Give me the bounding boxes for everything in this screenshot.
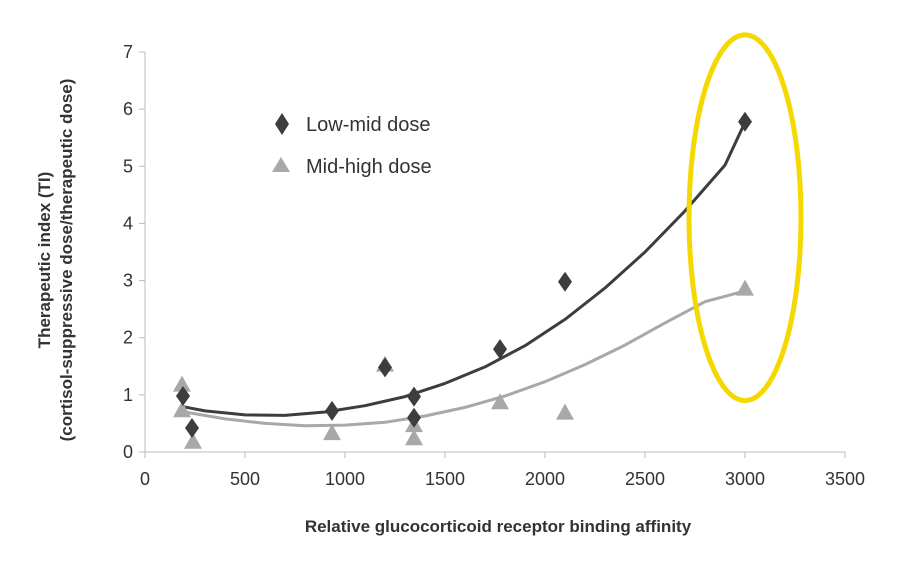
highlight-annotation	[686, 32, 804, 404]
legend-diamond-icon	[275, 113, 289, 135]
highlight-ellipse	[686, 32, 804, 404]
x-tick-label: 0	[140, 469, 150, 489]
y-tick-label: 2	[123, 328, 133, 348]
axes: 0 500 1000 1500 2000 2500 3000 3500 0 1 2 3 4 5 6 7	[123, 42, 865, 489]
data-point-low-mid	[325, 400, 339, 421]
y-tick-label: 7	[123, 42, 133, 62]
y-tick-label: 6	[123, 99, 133, 119]
y-tick-label: 1	[123, 385, 133, 405]
data-point-low-mid	[378, 357, 392, 378]
data-point-low-mid	[558, 271, 572, 292]
data-point-low-mid	[176, 386, 190, 406]
trendlines	[180, 121, 747, 428]
x-tick-label: 1000	[325, 469, 365, 489]
y-ticks: 0 1 2 3 4 5 6 7	[123, 42, 145, 462]
y-tick-label: 3	[123, 271, 133, 291]
x-tick-label: 500	[230, 469, 260, 489]
y-axis-title: Therapeutic index (TI) (cortisol-suppres…	[35, 79, 76, 442]
x-tick-label: 1500	[425, 469, 465, 489]
data-point-mid-high	[323, 424, 341, 441]
trendline-low-mid	[180, 121, 747, 417]
y-tick-label: 4	[123, 213, 133, 233]
x-axis-title: Relative glucocorticoid receptor binding…	[305, 517, 692, 536]
x-tick-label: 3500	[825, 469, 865, 489]
trendline-mid-high	[180, 289, 746, 428]
data-point-mid-high	[556, 403, 574, 420]
data-point-mid-high	[491, 393, 509, 410]
y-axis-title-line1: Therapeutic index (TI)	[35, 172, 54, 349]
data-point-mid-high	[405, 429, 423, 446]
legend: Low-mid dose Mid-high dose	[272, 113, 432, 178]
y-tick-label: 0	[123, 442, 133, 462]
legend-triangle-icon	[272, 157, 290, 172]
data-point-low-mid	[493, 339, 507, 360]
x-tick-label: 2000	[525, 469, 565, 489]
data-point-low-mid	[738, 111, 752, 132]
x-ticks: 0 500 1000 1500 2000 2500 3000 3500	[140, 452, 865, 489]
data-point-mid-high	[184, 432, 202, 449]
x-tick-label: 3000	[725, 469, 765, 489]
legend-label-low-mid: Low-mid dose	[306, 114, 431, 136]
data-point-mid-high	[736, 279, 754, 296]
data-points	[173, 111, 754, 449]
x-tick-label: 2500	[625, 469, 665, 489]
data-point-mid-high	[173, 375, 191, 392]
data-point-mid-high	[173, 401, 191, 418]
legend-label-mid-high: Mid-high dose	[306, 156, 432, 178]
y-axis-title-line2: (cortisol-suppressive dose/therapeutic d…	[57, 79, 76, 442]
data-point-low-mid	[407, 407, 421, 428]
data-point-low-mid	[185, 418, 199, 438]
data-point-low-mid	[407, 386, 421, 407]
y-tick-label: 5	[123, 156, 133, 176]
